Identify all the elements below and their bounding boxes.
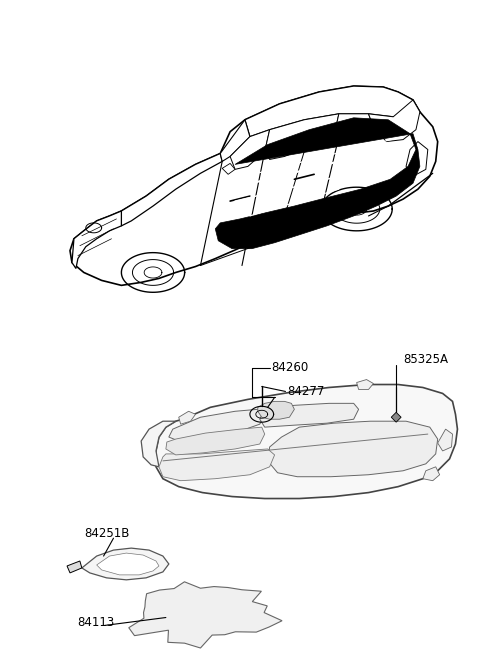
Polygon shape xyxy=(72,211,121,269)
Polygon shape xyxy=(166,427,264,455)
Polygon shape xyxy=(268,421,438,477)
Polygon shape xyxy=(169,409,264,441)
Polygon shape xyxy=(369,100,420,141)
Polygon shape xyxy=(141,421,176,467)
Polygon shape xyxy=(258,402,294,419)
Polygon shape xyxy=(222,163,235,174)
Text: 84277: 84277 xyxy=(288,385,325,398)
Polygon shape xyxy=(70,86,438,286)
Polygon shape xyxy=(334,114,373,143)
Text: 85325A: 85325A xyxy=(403,353,448,366)
Text: 84251B: 84251B xyxy=(84,527,129,540)
Polygon shape xyxy=(357,379,373,390)
Text: 84260: 84260 xyxy=(272,361,309,374)
Polygon shape xyxy=(438,429,453,451)
Polygon shape xyxy=(220,120,250,161)
Polygon shape xyxy=(423,467,440,481)
Polygon shape xyxy=(264,114,339,159)
Polygon shape xyxy=(230,130,270,170)
Text: 84113: 84113 xyxy=(77,616,114,629)
Polygon shape xyxy=(82,548,169,580)
Polygon shape xyxy=(121,153,222,226)
Polygon shape xyxy=(391,412,401,422)
Polygon shape xyxy=(245,86,420,137)
Polygon shape xyxy=(67,561,82,573)
Polygon shape xyxy=(159,449,275,481)
Polygon shape xyxy=(129,582,282,648)
Polygon shape xyxy=(96,553,159,575)
Polygon shape xyxy=(156,384,457,498)
Polygon shape xyxy=(406,141,428,176)
Polygon shape xyxy=(216,118,420,249)
Polygon shape xyxy=(260,403,359,427)
Polygon shape xyxy=(179,411,195,424)
